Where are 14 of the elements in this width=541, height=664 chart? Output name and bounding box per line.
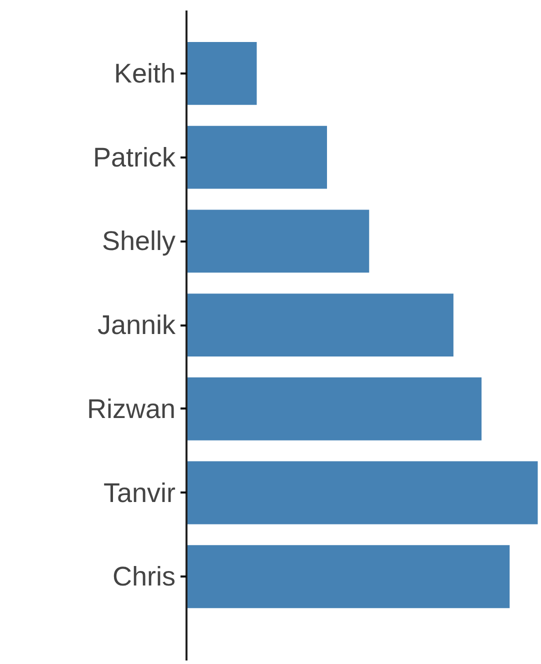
bar bbox=[186, 294, 454, 356]
bar bbox=[186, 126, 327, 189]
y-tick-label: Keith bbox=[114, 58, 176, 88]
bar bbox=[186, 210, 370, 273]
bar bbox=[186, 545, 510, 608]
y-tick-label: Shelly bbox=[102, 226, 176, 256]
bar bbox=[186, 42, 257, 105]
y-tick-label: Patrick bbox=[92, 142, 176, 172]
bar bbox=[186, 461, 538, 524]
y-tick-label: Rizwan bbox=[86, 394, 176, 424]
y-tick-label: Chris bbox=[112, 562, 176, 592]
y-tick-label: Jannik bbox=[97, 310, 176, 340]
bar bbox=[186, 377, 482, 440]
y-tick-label: Tanvir bbox=[103, 478, 176, 508]
